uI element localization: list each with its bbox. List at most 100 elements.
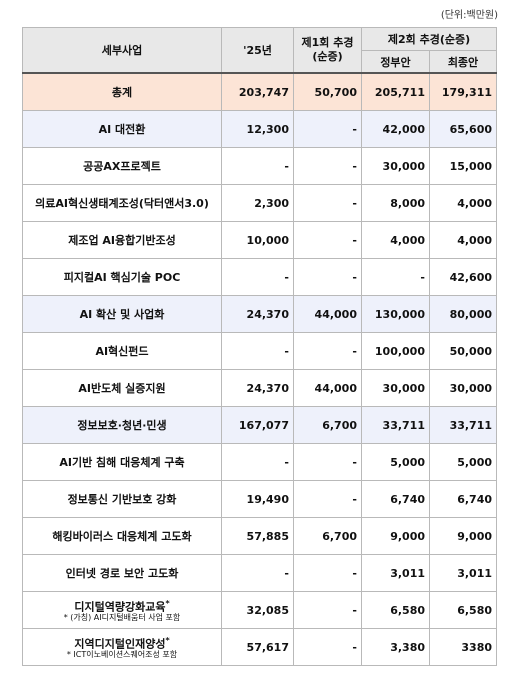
cell-final: 42,600 [428,258,498,296]
cell-supp1: - [293,591,362,629]
category-row: AI 대전환 12,300-42,000 65,600 [22,110,498,148]
cell-final: 6,740 [428,480,498,518]
cell-supp1: - [293,443,362,481]
footnote-mark: * [165,635,170,645]
row-name: 정보통신 기반보호 강화 [22,480,222,518]
cell-final: 6,580 [428,591,498,629]
footnote-mark: * [165,598,170,608]
cell-supp1: - [293,110,362,148]
table-row: 정보통신 기반보호 강화 19,490-6,740 6,740 [22,480,498,518]
row-name: 의료AI혁신생태계조성(닥터앤서3.0) [22,184,222,222]
cell-y25: 203,747 [221,72,294,111]
cell-supp1: - [293,332,362,370]
header-item: 세부사업 [22,27,222,74]
cell-gov: 3,380 [361,628,430,666]
total-row: 총계 203,747 50,700 205,711 179,311 [22,72,498,111]
cell-y25: - [221,554,294,592]
cell-y25: - [221,443,294,481]
cell-gov: - [361,258,430,296]
header-final: 최종안 [428,50,498,74]
row-name: 공공AX프로젝트 [22,147,222,185]
cell-supp1: - [293,221,362,259]
cell-gov: 130,000 [361,295,430,333]
header-row-2: 정부안 최종안 [23,50,498,74]
cell-y25: - [221,258,294,296]
cell-supp1: 44,000 [293,295,362,333]
cell-final: 179,311 [428,72,498,111]
header-gov: 정부안 [361,50,430,74]
table-row: 의료AI혁신생태계조성(닥터앤서3.0) 2,300-8,000 4,000 [22,184,498,222]
cell-y25: 167,077 [221,406,294,444]
cell-final: 4,000 [428,184,498,222]
category-row: 정보보호·청년·민생 167,077 6,700 33,711 33,711 [22,406,498,444]
table-row: 해킹바이러스 대응체계 고도화 57,885 6,700 9,000 9,000 [22,517,498,555]
cell-y25: 24,370 [221,295,294,333]
row-name: AI반도체 실증지원 [22,369,222,407]
cell-supp1: - [293,628,362,666]
cell-gov: 8,000 [361,184,430,222]
cell-y25: 24,370 [221,369,294,407]
cell-final: 3,011 [428,554,498,592]
cell-y25: - [221,332,294,370]
cell-final: 5,000 [428,443,498,481]
cell-final: 30,000 [428,369,498,407]
row-name: 정보보호·청년·민생 [22,406,222,444]
row-name: 제조업 AI융합기반조성 [22,221,222,259]
cell-supp1: - [293,147,362,185]
row-name: AI혁신펀드 [22,332,222,370]
cell-final: 3380 [428,628,498,666]
cell-gov: 42,000 [361,110,430,148]
row-name: AI 대전환 [22,110,222,148]
row-name: AI기반 침해 대응체계 구축 [22,443,222,481]
cell-gov: 3,011 [361,554,430,592]
cell-y25: 10,000 [221,221,294,259]
cell-gov: 205,711 [361,72,430,111]
header-supp2: 제2회 추경(순증) [360,27,498,51]
cell-y25: 12,300 [221,110,294,148]
cell-gov: 33,711 [361,406,430,444]
row-note: * (가칭) AI디지털배움터 사업 포함 [63,613,181,623]
row-name-text: 지역디지털인재양성 [74,637,166,651]
table-row: AI기반 침해 대응체계 구축 - -5,000 5,000 [22,443,498,481]
cell-y25: 32,085 [221,591,294,629]
cell-final: 65,600 [428,110,498,148]
cell-final: 33,711 [428,406,498,444]
cell-supp1: 50,700 [293,72,362,111]
cell-supp1: 6,700 [293,406,362,444]
cell-gov: 30,000 [361,147,430,185]
cell-gov: 5,000 [361,443,430,481]
unit-label: (단위:백만원) [440,10,498,21]
row-name: 지역디지털인재양성* * ICT이노베이션스퀘어조성 포함 [22,628,222,666]
cell-final: 4,000 [428,221,498,259]
category-row: AI 확산 및 사업화 24,370 44,000 130,000 80,000 [22,295,498,333]
row-name: AI 확산 및 사업화 [22,295,222,333]
cell-y25: 19,490 [221,480,294,518]
row-name: 총계 [22,72,222,111]
cell-gov: 9,000 [361,517,430,555]
table-row: AI혁신펀드 - -100,000 50,000 [22,332,498,370]
cell-y25: 57,885 [221,517,294,555]
header-supp1: 제1회 추경 (순증) [293,27,362,74]
cell-supp1: - [293,258,362,296]
header-supp1-line1: 제1회 추경 [301,36,354,49]
cell-final: 80,000 [428,295,498,333]
cell-final: 9,000 [428,517,498,555]
table-row: 지역디지털인재양성* * ICT이노베이션스퀘어조성 포함 57,617-3,380… [22,628,498,666]
cell-supp1: - [293,554,362,592]
table-row: 피지컬AI 핵심기술 POC - - -42,600 [22,258,498,296]
cell-final: 50,000 [428,332,498,370]
cell-gov: 6,580 [361,591,430,629]
row-name: 피지컬AI 핵심기술 POC [22,258,222,296]
cell-gov: 4,000 [361,221,430,259]
cell-final: 15,000 [428,147,498,185]
cell-gov: 100,000 [361,332,430,370]
cell-gov: 30,000 [361,369,430,407]
cell-supp1: 44,000 [293,369,362,407]
cell-y25: 2,300 [221,184,294,222]
row-name: 해킹바이러스 대응체계 고도화 [22,517,222,555]
header-supp1-line2: (순증) [312,50,343,63]
cell-supp1: - [293,184,362,222]
cell-y25: - [221,147,294,185]
cell-supp1: - [293,480,362,518]
row-name-text: 디지털역량강화교육 [74,600,166,614]
